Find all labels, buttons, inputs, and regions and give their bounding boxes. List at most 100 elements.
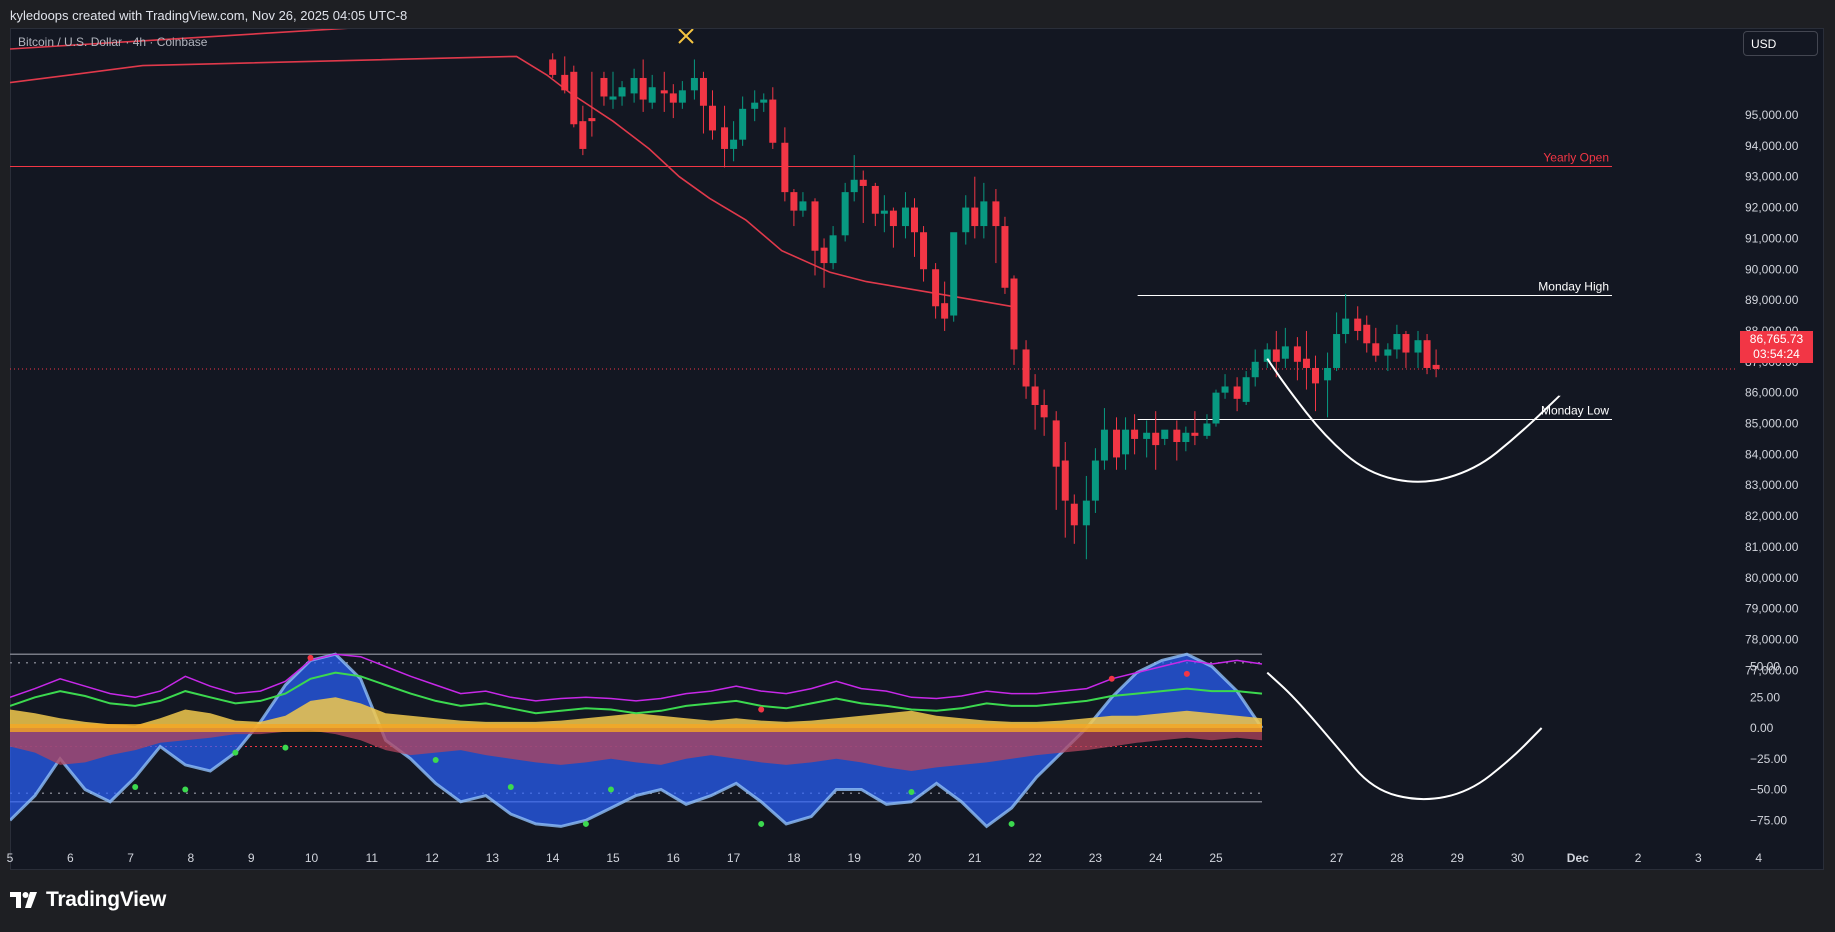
- candle-body: [1052, 420, 1060, 467]
- oscillator-projection-drawing: [1266, 671, 1543, 801]
- money-flow-negative-area: [10, 728, 1262, 771]
- candle-body: [971, 207, 979, 227]
- candle-body: [790, 192, 798, 211]
- oscillator-axis-label: 0.00: [1750, 721, 1774, 735]
- candle-body: [1212, 392, 1220, 424]
- price-axis-label: 86,000.00: [1745, 386, 1799, 400]
- oscillator-signal-dot: [758, 706, 765, 713]
- time-axis-label: 9: [248, 851, 255, 865]
- top-bar: kyledoops created with TradingView.com, …: [0, 0, 1835, 28]
- candle-body: [730, 139, 738, 149]
- candle-body: [1152, 432, 1160, 446]
- candle-body: [992, 201, 1000, 227]
- price-axis-label: 94,000.00: [1745, 139, 1799, 153]
- oscillator-signal-dot: [432, 756, 439, 763]
- money-flow-positive-area: [10, 697, 1262, 728]
- oscillator-signal-dot: [1108, 675, 1115, 682]
- candle-body: [850, 179, 858, 193]
- candle-body: [941, 303, 949, 319]
- candle-body: [841, 192, 849, 236]
- candle-body: [962, 207, 970, 233]
- candle-body: [1191, 432, 1199, 436]
- time-axis-label: 20: [908, 851, 922, 865]
- candle-body: [1384, 349, 1392, 356]
- oscillator-axis-label: −25.00: [1750, 752, 1787, 766]
- candle-body: [708, 105, 716, 131]
- price-axis-label: 78,000.00: [1745, 632, 1799, 646]
- time-axis-label: 8: [188, 851, 195, 865]
- price-axis-label: 84,000.00: [1745, 447, 1799, 461]
- candle-body: [1031, 386, 1039, 405]
- candle-body: [880, 210, 888, 214]
- candle-body: [932, 269, 940, 307]
- candle-body: [1122, 429, 1130, 455]
- time-axis-label: 27: [1330, 851, 1344, 865]
- candle-body: [1432, 364, 1440, 370]
- candle-body: [950, 232, 958, 316]
- candle-body: [588, 118, 596, 122]
- candle-body: [1324, 367, 1332, 381]
- brand-name: TradingView: [46, 888, 167, 911]
- currency-button[interactable]: USD: [1743, 31, 1818, 56]
- time-axis-label: 17: [727, 851, 741, 865]
- candle-body: [1221, 386, 1229, 393]
- candle-body: [859, 179, 867, 186]
- candle-body: [781, 142, 789, 193]
- candle-body: [1251, 361, 1259, 378]
- oscillator-signal-dot: [507, 784, 514, 791]
- candle-body: [1263, 349, 1271, 362]
- oscillator-axis-label: 25.00: [1750, 690, 1780, 704]
- candle-body: [699, 77, 707, 106]
- tradingview-logo-icon: [10, 892, 37, 908]
- price-axis-label: 90,000.00: [1745, 262, 1799, 276]
- tradingview-logo[interactable]: TradingView: [10, 888, 166, 912]
- candle-body: [1022, 349, 1030, 387]
- candle-body: [1342, 318, 1350, 335]
- moving-average-early-segment: [10, 29, 349, 50]
- candle-body: [1272, 349, 1280, 362]
- price-axis-label: 82,000.00: [1745, 509, 1799, 523]
- candle-body: [871, 185, 879, 214]
- time-axis-label: 10: [305, 851, 319, 865]
- candle-body: [1161, 429, 1169, 439]
- current-price-value: 86,765.73: [1749, 332, 1804, 346]
- candle-body: [829, 235, 837, 264]
- oscillator-signal-dot: [1183, 670, 1190, 677]
- candle-body: [561, 74, 569, 91]
- price-axis-label: 80,000.00: [1745, 571, 1799, 585]
- signal-cross-marker: [678, 29, 694, 44]
- oscillator-pane: [10, 652, 1264, 829]
- candle-body: [1233, 386, 1241, 399]
- time-axis-label: 14: [546, 851, 560, 865]
- time-axis-label: 25: [1209, 851, 1223, 865]
- candle-body: [1293, 346, 1301, 362]
- candle-body: [639, 77, 647, 100]
- time-axis-label: 6: [67, 851, 74, 865]
- time-axis-label: Dec: [1567, 851, 1589, 865]
- oscillator-signal-dot: [182, 786, 189, 793]
- time-axis-label: 16: [667, 851, 681, 865]
- candle-body: [980, 201, 988, 227]
- oscillator-signal-dot: [582, 820, 589, 827]
- symbol-title[interactable]: Bitcoin / U.S. Dollar · 4h · Coinbase: [18, 35, 208, 49]
- candle-body: [1281, 346, 1289, 359]
- time-axis-label: 29: [1451, 851, 1465, 865]
- candle-body: [549, 59, 557, 75]
- time-axis-label: 23: [1089, 851, 1103, 865]
- time-axis-label: 2: [1635, 851, 1642, 865]
- chart-svg[interactable]: 95,000.00 94,000.00 93,000.00 92,000.00 91,0…: [0, 0, 1835, 872]
- moving-average-line: [10, 55, 1012, 308]
- oscillator-signal-dot: [758, 820, 765, 827]
- candle-body: [678, 90, 686, 103]
- candle-body: [1001, 226, 1009, 288]
- candle-body: [1143, 432, 1151, 439]
- candle-body: [1082, 500, 1090, 526]
- price-axis-label: 89,000.00: [1745, 293, 1799, 307]
- money-flow-zero-band: [10, 724, 1262, 732]
- price-axis-label: 95,000.00: [1745, 108, 1799, 122]
- candle-body: [721, 127, 729, 149]
- time-axis-label: 22: [1028, 851, 1042, 865]
- time-axis-label: 7: [127, 851, 134, 865]
- oscillator-green-line: [10, 671, 1263, 715]
- price-axis-label: 92,000.00: [1745, 201, 1799, 215]
